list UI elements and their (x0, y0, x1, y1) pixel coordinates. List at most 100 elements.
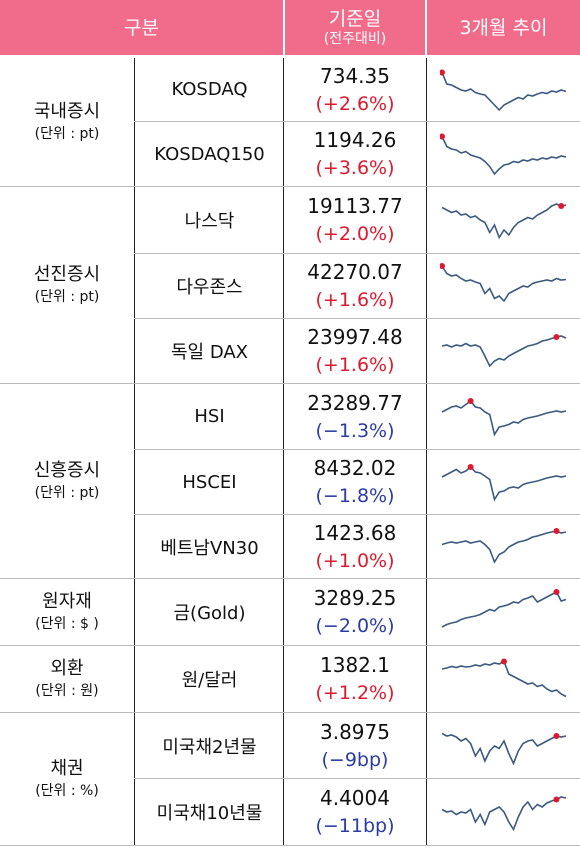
value-cell: 734.35 (+2.6%) (283, 58, 427, 121)
group-divider (0, 645, 580, 646)
row-divider (134, 253, 580, 254)
row-change: (+1.6%) (315, 289, 395, 311)
sparkline-marker (439, 263, 445, 269)
header-value-sublabel: (전주대비) (323, 30, 387, 47)
sparkline-path (440, 71, 566, 111)
sparkline (439, 133, 566, 176)
value-cell: 8432.02 (−1.8%) (283, 450, 427, 514)
sparkline-marker (439, 133, 445, 140)
value-cell: 4.4004 (−11bp) (283, 779, 427, 845)
row-value: 1423.68 (313, 520, 397, 545)
trend-cell (427, 515, 580, 578)
sparkline-path (441, 732, 566, 766)
row-change: (−9bp) (321, 748, 389, 771)
group-divider (0, 712, 580, 713)
value-cell: 19113.77 (+2.0%) (283, 187, 427, 253)
category-unit: (단위 : 원) (35, 683, 99, 699)
sparkline (441, 334, 566, 368)
value-cell: 23997.48 (+1.6%) (283, 319, 427, 383)
category-bond: 채권 (단위 : %) (0, 713, 134, 845)
row-name: 독일 DAX (134, 319, 284, 383)
sparkline (441, 464, 566, 502)
row-name: 원/달러 (134, 646, 284, 712)
category-unit: (단위 : pt) (34, 485, 100, 501)
sparkline (441, 658, 566, 698)
row-divider (134, 121, 580, 122)
row-change: (−11bp) (315, 815, 395, 837)
header-trend-label: 3개월 추이 (459, 16, 548, 39)
sparkline-path (441, 529, 566, 564)
value-cell: 42270.07 (+1.6%) (283, 254, 427, 318)
row-name: KOSDAQ150 (134, 122, 284, 186)
sparkline-path (441, 590, 566, 628)
value-cell: 3289.25 (−2.0%) (283, 579, 427, 645)
row-change: (+2.0%) (315, 223, 395, 245)
trend-cell (427, 779, 580, 845)
sparkline (441, 796, 566, 832)
sparkline-path (441, 399, 566, 437)
sparkline-marker (439, 69, 445, 75)
row-change: (−1.3%) (315, 419, 395, 442)
row-value: 3.8975 (320, 719, 390, 744)
trend-cell (427, 450, 580, 514)
row-change: (+2.6%) (315, 92, 395, 115)
trend-cell (427, 646, 580, 712)
row-change: (+1.6%) (315, 354, 395, 376)
row-value: 8432.02 (313, 456, 397, 480)
row-change: (+1.2%) (315, 682, 395, 704)
row-change: (+1.0%) (315, 549, 395, 572)
value-cell: 1382.1 (+1.2%) (283, 646, 427, 712)
row-name: HSCEI (134, 450, 284, 514)
category-emerging: 신흥증시 (단위 : pt) (0, 384, 134, 578)
header-value-label: 기준일 (328, 7, 382, 30)
sparkline-path (441, 203, 566, 240)
sparkline-path (441, 796, 566, 832)
category-fx: 외환 (단위 : 원) (0, 646, 134, 712)
value-cell: 1194.26 (+3.6%) (283, 122, 427, 186)
row-name: 미국채10년물 (134, 779, 284, 845)
row-change: (−2.0%) (315, 615, 395, 637)
row-name: 베트남VN30 (134, 515, 284, 578)
table-bottom-line (0, 845, 580, 846)
category-name: 외환 (50, 658, 84, 679)
row-value: 3289.25 (313, 586, 397, 610)
category-unit: (단위 : %) (35, 783, 99, 799)
sparkline-path (441, 465, 566, 502)
sparkline (441, 397, 566, 437)
group-divider (0, 383, 580, 384)
category-name: 채권 (50, 758, 84, 779)
category-name: 선진증시 (33, 264, 101, 285)
row-value: 1194.26 (313, 128, 397, 152)
category-name: 국내증시 (33, 101, 101, 122)
row-name: HSI (134, 384, 284, 449)
row-value: 1382.1 (320, 653, 390, 677)
value-cell: 3.8975 (−9bp) (283, 713, 427, 778)
header-group-label: 구분 (124, 16, 159, 39)
row-value: 23997.48 (307, 325, 403, 349)
sparkline (439, 69, 566, 111)
sparkline-marker (552, 589, 559, 595)
trend-cell (427, 254, 580, 318)
row-value: 23289.77 (307, 390, 403, 415)
category-commodity: 원자재 (단위 : $ ) (0, 579, 134, 645)
category-domestic: 국내증시 (단위 : pt) (0, 58, 134, 186)
sparkline (441, 589, 566, 628)
value-cell: 23289.77 (−1.3%) (283, 384, 427, 449)
category-unit: (단위 : $ ) (35, 616, 99, 632)
sparkline-marker (552, 796, 559, 803)
sparkline-path (441, 335, 566, 368)
header-group: 구분 (0, 0, 283, 55)
row-divider (134, 778, 580, 779)
sparkline-marker (467, 397, 474, 404)
category-unit: (단위 : pt) (34, 126, 100, 142)
sparkline-marker (552, 334, 559, 340)
row-change: (+3.6%) (315, 157, 395, 179)
value-cell: 1423.68 (+1.0%) (283, 515, 427, 578)
trend-cell (427, 319, 580, 383)
row-divider (134, 449, 580, 450)
row-value: 42270.07 (307, 260, 403, 284)
category-unit: (단위 : pt) (34, 289, 100, 305)
sparkline-marker (552, 527, 559, 534)
category-name: 원자재 (42, 591, 92, 612)
sparkline-marker (467, 464, 474, 470)
